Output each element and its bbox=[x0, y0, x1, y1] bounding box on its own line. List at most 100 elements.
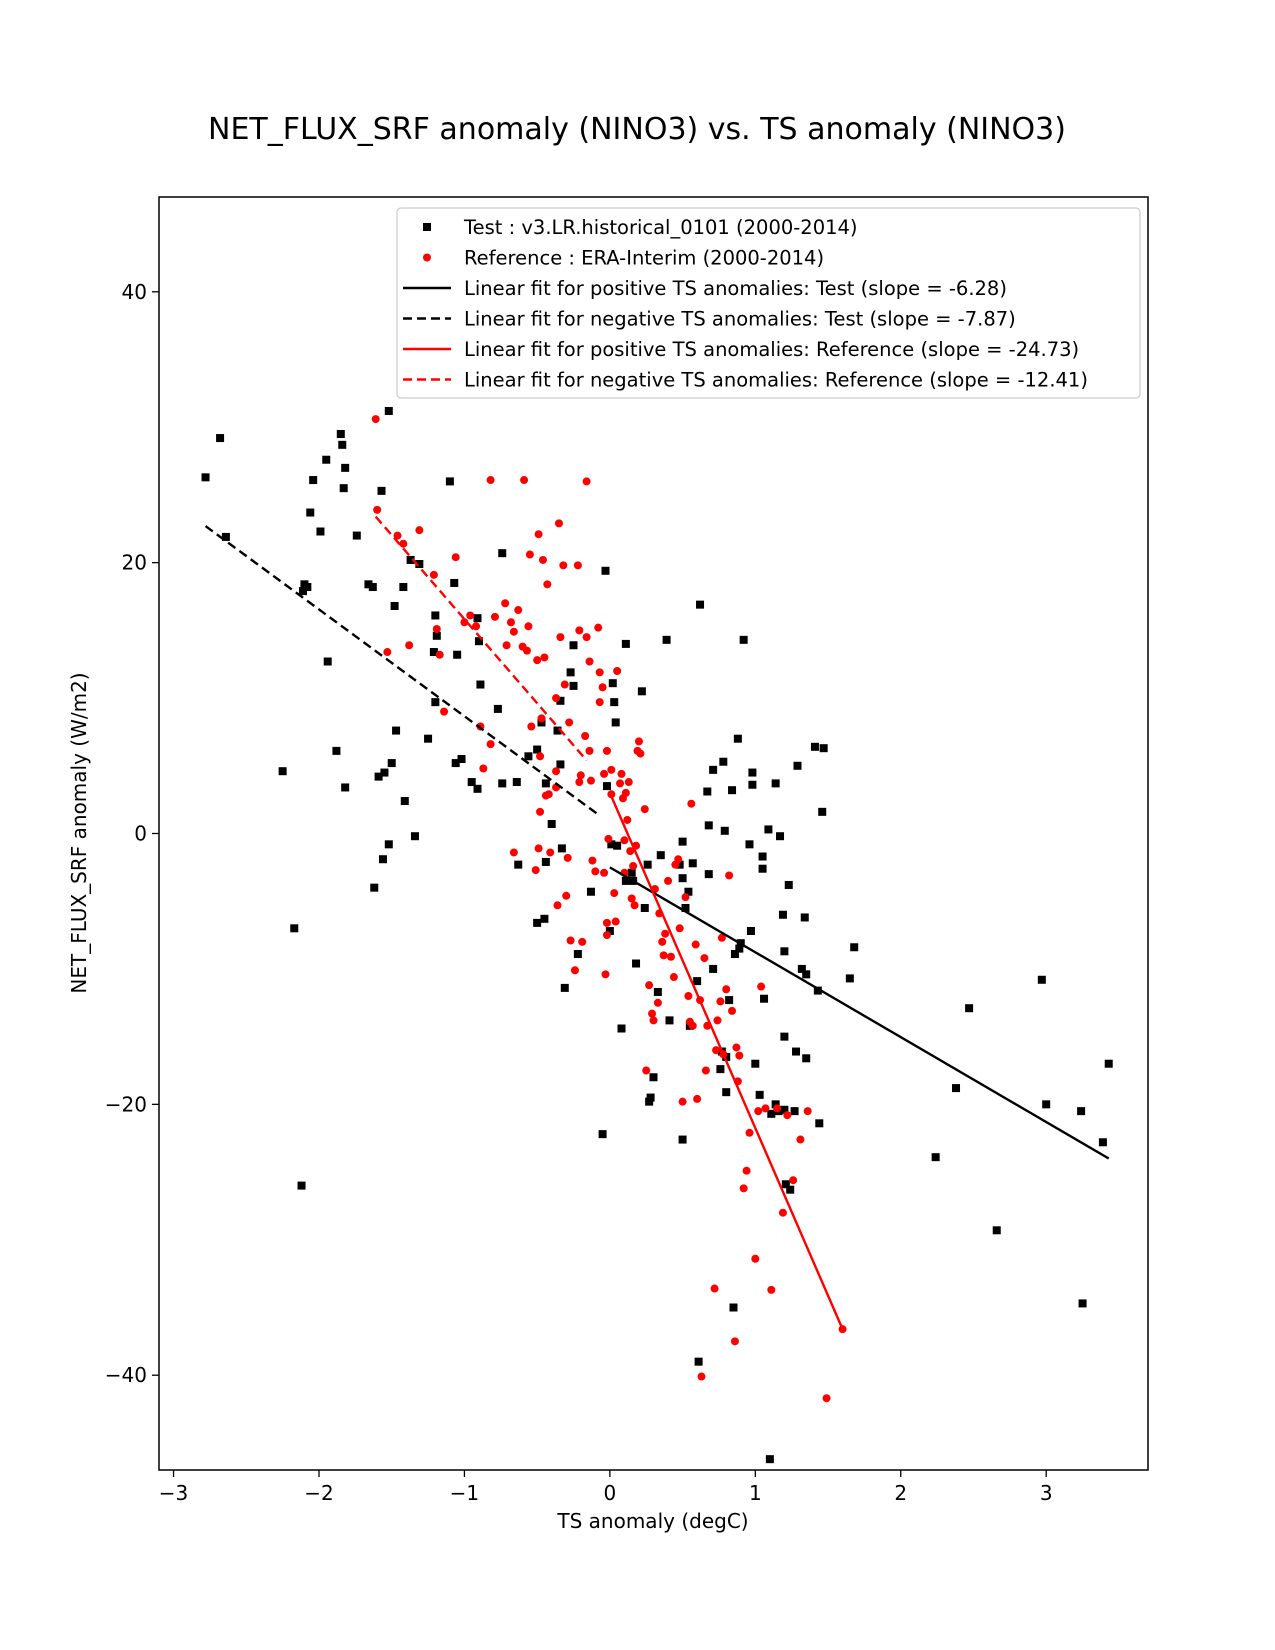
test-data-point bbox=[725, 996, 734, 1005]
test-data-point bbox=[399, 583, 408, 592]
reference-data-point bbox=[661, 929, 670, 938]
test-data-point bbox=[322, 455, 331, 464]
axis-ticks: −3 −2 −1 0 1 2 3 −40 −20 0 20 40 bbox=[105, 280, 1053, 1505]
reference-data-point bbox=[490, 612, 499, 621]
test-data-point bbox=[201, 473, 210, 482]
test-data-point bbox=[429, 648, 438, 657]
reference-data-point bbox=[627, 894, 636, 903]
test-data-point bbox=[602, 782, 611, 791]
reference-data-point bbox=[536, 807, 545, 816]
x-tick-label: −1 bbox=[450, 1481, 479, 1505]
test-data-point bbox=[665, 1016, 674, 1025]
reference-data-point bbox=[520, 476, 529, 485]
test-data-point bbox=[541, 779, 550, 788]
test-data-point bbox=[387, 759, 396, 768]
test-data-point bbox=[765, 1455, 774, 1464]
test-data-point bbox=[1104, 1059, 1113, 1068]
test-data-point bbox=[845, 974, 854, 983]
test-data-point bbox=[384, 840, 393, 849]
x-tick-label: 1 bbox=[749, 1481, 762, 1505]
fit-line bbox=[609, 866, 1110, 1160]
reference-data-point bbox=[383, 648, 392, 657]
test-data-point bbox=[474, 637, 483, 646]
test-data-point bbox=[493, 704, 502, 713]
reference-data-point bbox=[552, 694, 561, 703]
test-data-point bbox=[758, 864, 767, 873]
reference-data-point bbox=[525, 550, 534, 559]
test-data-point bbox=[541, 857, 550, 866]
reference-data-point bbox=[544, 790, 553, 799]
test-data-point bbox=[537, 718, 546, 727]
reference-data-point bbox=[486, 740, 495, 749]
test-data-point bbox=[746, 927, 755, 936]
reference-data-point bbox=[688, 1021, 697, 1030]
reference-data-point bbox=[735, 1051, 744, 1060]
test-data-point bbox=[780, 1105, 789, 1114]
test-data-point bbox=[802, 1054, 811, 1063]
test-data-point bbox=[610, 698, 619, 707]
test-data-point bbox=[216, 434, 225, 443]
test-data-point bbox=[704, 821, 713, 830]
reference-data-point bbox=[540, 653, 549, 662]
test-data-point bbox=[605, 927, 614, 936]
test-data-point bbox=[632, 959, 641, 968]
test-data-point bbox=[553, 726, 562, 735]
reference-data-point bbox=[629, 862, 638, 871]
test-data-point bbox=[627, 868, 636, 877]
reference-data-point bbox=[432, 625, 441, 634]
reference-data-point bbox=[725, 871, 734, 880]
reference-data-point bbox=[822, 1394, 831, 1403]
reference-data-point bbox=[610, 889, 619, 898]
reference-data-point bbox=[595, 698, 604, 707]
reference-data-point bbox=[675, 924, 684, 933]
reference-data-point bbox=[620, 836, 629, 845]
test-data-point bbox=[681, 903, 690, 912]
reference-data-point bbox=[611, 917, 620, 926]
test-data-point bbox=[297, 1181, 306, 1190]
reference-data-point bbox=[575, 778, 584, 787]
test-data-point bbox=[733, 734, 742, 743]
test-data-point bbox=[498, 779, 507, 788]
y-tick-label: −20 bbox=[105, 1092, 147, 1116]
test-data-point bbox=[755, 1090, 764, 1099]
test-data-point bbox=[694, 1357, 703, 1366]
reference-data-point bbox=[757, 982, 766, 991]
reference-data-point bbox=[373, 505, 382, 514]
reference-data-point bbox=[537, 714, 546, 723]
test-data-point bbox=[621, 639, 630, 648]
reference-data-point bbox=[678, 1097, 687, 1106]
reference-data-point bbox=[570, 966, 579, 975]
x-axis-label: TS anomaly (degC) bbox=[556, 1509, 748, 1533]
test-data-point bbox=[341, 463, 350, 472]
test-data-point bbox=[450, 578, 459, 587]
test-data-point bbox=[384, 406, 393, 415]
test-data-point bbox=[352, 531, 361, 540]
reference-data-point bbox=[681, 893, 690, 902]
test-data-point bbox=[621, 876, 630, 885]
reference-data-point bbox=[640, 805, 649, 814]
test-data-point bbox=[1078, 1299, 1087, 1308]
reference-data-point bbox=[648, 1009, 657, 1018]
reference-data-point bbox=[712, 1046, 721, 1055]
reference-data-point bbox=[742, 1166, 751, 1175]
test-data-point bbox=[716, 1065, 725, 1074]
legend-label: Linear fit for negative TS anomalies: Re… bbox=[464, 369, 1088, 392]
legend-label: Linear fit for positive TS anomalies: Re… bbox=[464, 338, 1079, 361]
reference-data-point bbox=[595, 668, 604, 677]
test-data-point bbox=[457, 755, 466, 764]
reference-data-point bbox=[578, 937, 587, 946]
y-tick-label: 0 bbox=[134, 822, 147, 846]
test-data-point bbox=[818, 807, 827, 816]
test-data-point bbox=[573, 950, 582, 959]
test-data-point bbox=[332, 746, 341, 755]
reference-data-point bbox=[745, 1128, 754, 1137]
reference-data-point bbox=[522, 646, 531, 655]
test-data-point bbox=[730, 950, 739, 959]
reference-data-point bbox=[502, 641, 511, 650]
reference-data-point bbox=[585, 746, 594, 755]
reference-data-point bbox=[600, 868, 609, 877]
reference-data-point bbox=[591, 867, 600, 876]
test-data-point bbox=[339, 484, 348, 493]
test-data-point bbox=[784, 880, 793, 889]
